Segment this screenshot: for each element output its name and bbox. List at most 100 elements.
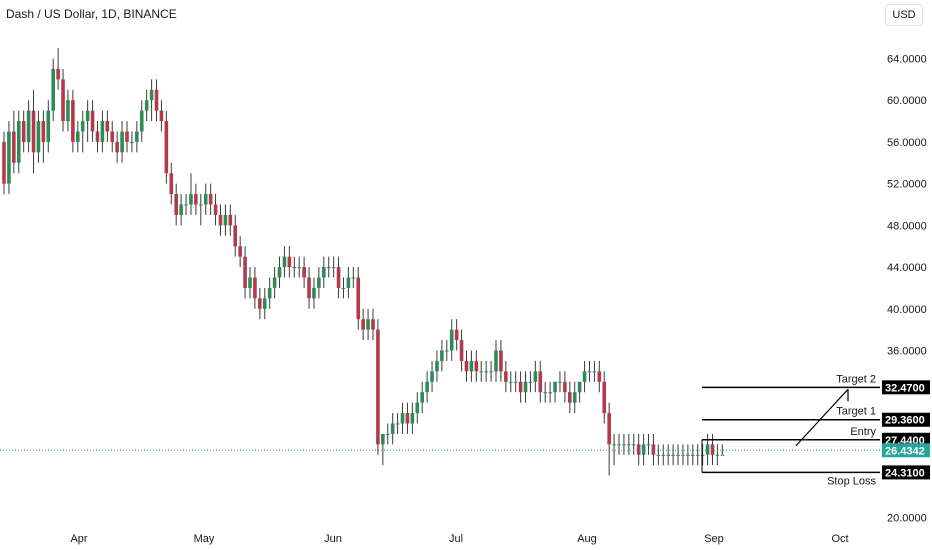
candle [479,360,484,382]
candle [135,121,139,153]
candle [459,329,464,372]
candle [12,110,16,174]
candle [469,350,474,382]
candle [361,308,365,341]
candle [395,413,400,434]
candle [194,183,198,215]
candle [307,267,311,309]
candle [676,444,680,466]
candle [223,204,228,236]
candle [149,79,154,122]
candles-layer [2,48,725,476]
candle [518,371,523,403]
candle [110,121,115,153]
level-price-tag [882,412,930,427]
candle [435,350,439,382]
candle [646,433,651,455]
candle [523,371,528,403]
candle [661,444,666,466]
candle [326,256,331,278]
candle [351,267,356,288]
price-tick-label: 52.0000 [887,179,927,191]
candle [592,360,597,382]
candle [568,381,572,414]
candle [641,433,646,466]
candle [179,194,183,226]
candle [612,433,616,466]
price-axis[interactable]: 64.0000 60.0000 56.0000 52.0000 48.0000 44.00… [887,54,927,525]
candle [105,110,110,142]
candle [71,89,75,153]
level-target-2[interactable]: Target 2 32.4700 [702,373,930,395]
candle [499,340,503,382]
candle [336,256,341,299]
candle [390,413,395,445]
candle [656,444,661,466]
candle [100,110,105,153]
candle [543,381,547,403]
candle [508,371,513,393]
candle [622,433,626,455]
time-tick-label: Apr [70,533,87,545]
candle [686,444,690,466]
time-tick-label: Jul [449,533,463,545]
level-label: Entry [850,426,876,438]
price-tick-label: 40.0000 [887,304,927,316]
candle [563,371,567,403]
price-tick-label: 56.0000 [887,137,927,149]
price-tick-label: 60.0000 [887,95,927,107]
candle [607,402,611,476]
candle [248,267,252,299]
candle [385,423,390,445]
time-tick-label: Sep [704,533,724,545]
candle [484,360,488,382]
candle [130,131,134,153]
level-label: Stop Loss [827,475,876,487]
candle [631,433,636,455]
candle [159,100,164,132]
candle [95,121,100,153]
level-target-1[interactable]: Target 1 29.3600 [702,406,930,427]
candle [671,444,675,466]
current-price-value: 26.4342 [885,445,925,457]
candle [51,58,55,122]
candle [312,277,316,309]
candle [238,235,242,268]
candle [582,360,587,393]
candle [494,340,498,382]
candle [597,360,602,393]
projection-arrow [795,388,849,447]
level-price-value: 32.4700 [885,382,925,394]
candle [381,433,385,466]
candle [144,89,149,122]
candle [410,402,415,434]
currency-button[interactable]: USD [885,4,923,26]
candle [297,256,301,278]
candle [228,204,233,236]
candle [489,360,493,382]
candle [31,89,36,174]
candle [627,433,631,455]
candle [474,350,479,382]
candle [617,433,621,455]
candle [553,381,557,403]
price-tick-label: 44.0000 [887,262,927,274]
level-price-tag [882,465,930,480]
candle [199,194,203,226]
candle [169,162,174,205]
time-axis[interactable]: Apr May Jun Jul Aug Sep Oct [70,533,848,545]
candle [538,360,543,403]
candle [666,444,670,466]
candle [189,173,193,215]
level-stop-loss[interactable]: Stop Loss 24.3100 [702,465,930,487]
candle [56,48,60,90]
candle [302,256,306,288]
candle [400,402,405,434]
candle [174,183,178,226]
candle [115,131,119,163]
candle [282,246,287,278]
candle [36,110,41,163]
candle [449,319,454,361]
candle [243,246,247,299]
